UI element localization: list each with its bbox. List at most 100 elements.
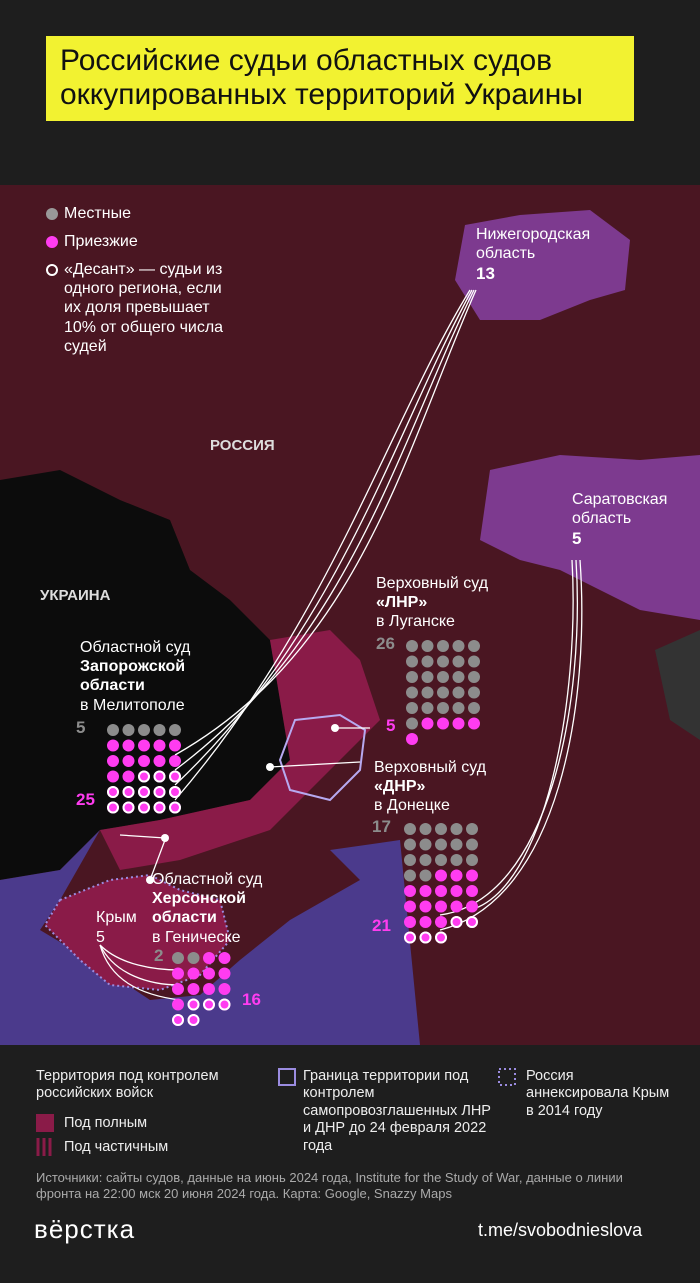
incoming-dot <box>153 755 166 767</box>
desant-ring <box>169 801 181 814</box>
incoming-dot <box>437 717 449 730</box>
region-count: 5 <box>572 529 582 548</box>
desant-ring <box>107 801 119 814</box>
desant-ring <box>404 931 416 944</box>
local-count: 2 <box>154 946 164 965</box>
local-dot <box>437 671 449 683</box>
incoming-dot <box>153 739 166 752</box>
incoming-count: 25 <box>76 790 95 809</box>
incoming-dot <box>404 900 416 913</box>
local-dot <box>421 671 434 683</box>
region-name: Саратовская область <box>572 491 668 528</box>
incoming-dot <box>122 770 135 783</box>
legend-incoming-dot <box>46 236 58 248</box>
incoming-dot <box>172 983 184 995</box>
ukraine-area <box>0 470 290 880</box>
legend-border: Граница территории под контролем самопро… <box>303 1068 491 1154</box>
local-dot <box>452 655 465 668</box>
desant-ring <box>138 786 150 798</box>
local-dot <box>466 838 478 851</box>
pin <box>266 763 274 771</box>
local-dot <box>466 823 478 835</box>
incoming-count: 16 <box>242 990 261 1009</box>
incoming-dot <box>468 717 480 730</box>
desant-ring <box>153 801 166 814</box>
local-dot <box>452 640 465 652</box>
legend-full-swatch <box>36 1114 54 1132</box>
court-title: Областной суд <box>152 871 263 888</box>
sources: Источники: сайты судов, данные на июнь 2… <box>36 1170 623 1201</box>
incoming-dot <box>450 900 463 913</box>
desant-ring <box>450 916 463 928</box>
local-dot <box>404 854 416 866</box>
region-name: Крым <box>96 909 137 926</box>
incoming-dot <box>138 739 150 752</box>
local-dot <box>421 686 434 699</box>
incoming-dot <box>435 869 447 882</box>
legend-crimea: Россия аннексировала Крым в 2014 году <box>526 1068 670 1119</box>
incoming-dot <box>450 885 463 897</box>
desant-ring <box>122 801 135 814</box>
desant-ring <box>138 801 150 814</box>
local-dot <box>421 640 434 652</box>
desant-ring <box>187 998 200 1011</box>
local-dot <box>435 854 447 866</box>
pin <box>146 876 154 884</box>
local-dot <box>406 717 418 730</box>
incoming-dot <box>122 755 135 767</box>
local-dot <box>419 823 432 835</box>
link[interactable]: t.me/svobodnieslova <box>478 1220 643 1240</box>
lnr-dnr-border <box>278 713 367 802</box>
local-dot <box>466 854 478 866</box>
logo[interactable]: вёрстка <box>34 1214 136 1244</box>
incoming-dot <box>169 755 181 767</box>
local-dot <box>406 702 418 714</box>
incoming-count: 21 <box>372 916 391 935</box>
local-dot <box>406 640 418 652</box>
local-dot <box>437 640 449 652</box>
incoming-dot <box>452 717 465 730</box>
legend-crimea-swatch <box>498 1068 516 1086</box>
title: Российские судьи областных судов оккупир… <box>46 36 634 122</box>
local-dot <box>435 823 447 835</box>
incoming-dot <box>419 885 432 897</box>
court-region: «ДНР» <box>374 778 426 796</box>
court-title: Областной суд <box>80 639 191 656</box>
local-dot <box>468 702 480 714</box>
incoming-dot <box>435 900 447 913</box>
legend-local-dot <box>46 208 58 220</box>
local-dot <box>406 671 418 683</box>
local-dot <box>468 686 480 699</box>
incoming-dot <box>435 885 447 897</box>
desant-ring <box>107 786 119 798</box>
local-dot <box>437 686 449 699</box>
desant-ring <box>169 770 181 783</box>
region-count: 13 <box>476 264 495 283</box>
incoming-dot <box>435 916 447 928</box>
local-count: 26 <box>376 634 395 653</box>
local-dot <box>404 869 416 882</box>
crimea-area <box>45 875 230 990</box>
desant-ring <box>187 1014 200 1026</box>
incoming-dot <box>218 952 231 964</box>
pin <box>331 724 339 732</box>
local-dot <box>404 823 416 835</box>
court-city: в Луганске <box>376 613 455 631</box>
legend-full: Под полным <box>64 1115 148 1131</box>
nizhny-region <box>455 210 630 320</box>
incoming-dot <box>419 916 432 928</box>
incoming-dot <box>203 967 215 980</box>
desant-ring <box>419 931 432 944</box>
legend-desant-dot <box>46 264 58 276</box>
local-dot <box>169 724 181 736</box>
incoming-dot <box>203 952 215 964</box>
pin <box>161 834 169 842</box>
incoming-count: 5 <box>386 716 396 735</box>
local-dot <box>450 823 463 835</box>
label-russia: РОССИЯ <box>210 437 275 454</box>
court-city: в Геническе <box>152 928 241 946</box>
legend-local: Местные <box>64 205 131 222</box>
local-dot <box>437 655 449 668</box>
incoming-dot <box>450 869 463 882</box>
